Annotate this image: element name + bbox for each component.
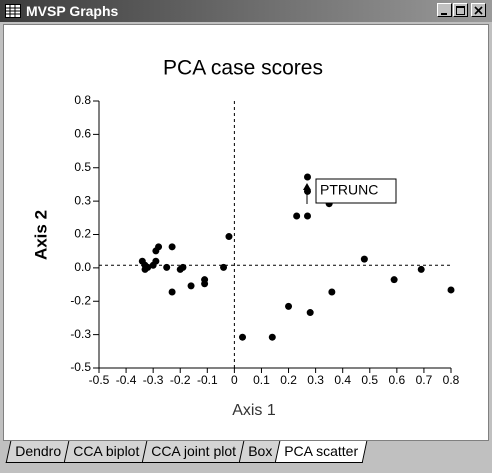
x-tick-label: 0.4 [334,373,351,387]
point [328,288,336,296]
x-tick-label: 0.5 [361,373,378,387]
minimize-button[interactable] [437,3,452,17]
tab-label: Box [248,443,273,459]
y-tick-label: 0.3 [74,193,91,207]
tab-label: Dendro [15,443,62,459]
point [306,309,314,317]
x-tick-label: -0.1 [197,373,218,387]
point [179,263,187,271]
chart: PCA case scores Axis 1 Axis 2 -0.5 -0.3 -0… [31,57,460,420]
x-tick-label: 0.1 [253,373,270,387]
point [225,233,233,241]
y-tick-label: 0.6 [74,127,91,141]
x-tick-label: 0.2 [280,373,297,387]
window-title: MVSP Graphs [26,3,119,19]
point [303,173,311,181]
maximize-button[interactable] [453,3,468,17]
point [187,282,195,290]
tab-label: CCA joint plot [151,443,237,459]
tab[interactable]: Dendro [5,441,71,463]
point [168,288,176,296]
tab[interactable]: CCA joint plot [141,441,246,463]
x-axis-label: Axis 1 [232,402,276,419]
x-tick-label: 0.8 [443,373,460,387]
close-button[interactable] [471,3,486,17]
point [220,263,228,271]
title-bar: MVSP Graphs [0,0,492,22]
x-tick-label: -0.3 [143,373,164,387]
point [417,265,425,273]
x-tick-label: 0 [231,373,238,387]
y-tick-label: -0.3 [70,327,91,341]
chart-title: PCA case scores [163,57,323,80]
point [285,302,293,310]
y-tick-label: -0.2 [70,293,91,307]
point [168,243,176,251]
point [447,286,455,294]
plot-panel [3,24,489,441]
point [155,243,163,251]
tab-bar: Dendro CCA biplot CCA joint plot Box PCA sca… [5,441,368,463]
x-tick-label: -0.2 [170,373,191,387]
y-tick-label: 0.8 [74,93,91,107]
app-icon [5,4,21,18]
x-tick-label: -0.4 [116,373,137,387]
x-tick-label: -0.5 [89,373,110,387]
y-axis-label: Axis 2 [31,210,50,260]
x-tick-label: 0.7 [416,373,433,387]
annotation-box [315,178,397,204]
tab[interactable]: PCA scatter [274,441,368,463]
point [360,255,368,263]
point [390,276,398,284]
point [152,257,160,265]
y-tick-label: 0.5 [74,160,91,174]
x-tick-label: 0.6 [389,373,406,387]
y-tick-label: 0.0 [74,260,91,274]
point [201,280,209,288]
point [239,333,247,341]
annotation-arrowhead [303,183,311,190]
y-tick-label: -0.5 [70,360,91,374]
point [303,212,311,220]
point [293,212,301,220]
y-tick-label: 0.2 [74,227,91,241]
point [268,333,276,341]
x-tick-label: 0.3 [307,373,324,387]
annotation-label: PTRUNC [320,182,378,198]
tab[interactable]: CCA biplot [63,441,149,463]
point [144,263,152,271]
point [163,263,171,271]
tab-label: PCA scatter [284,443,359,459]
tab-label: CCA biplot [73,443,140,459]
